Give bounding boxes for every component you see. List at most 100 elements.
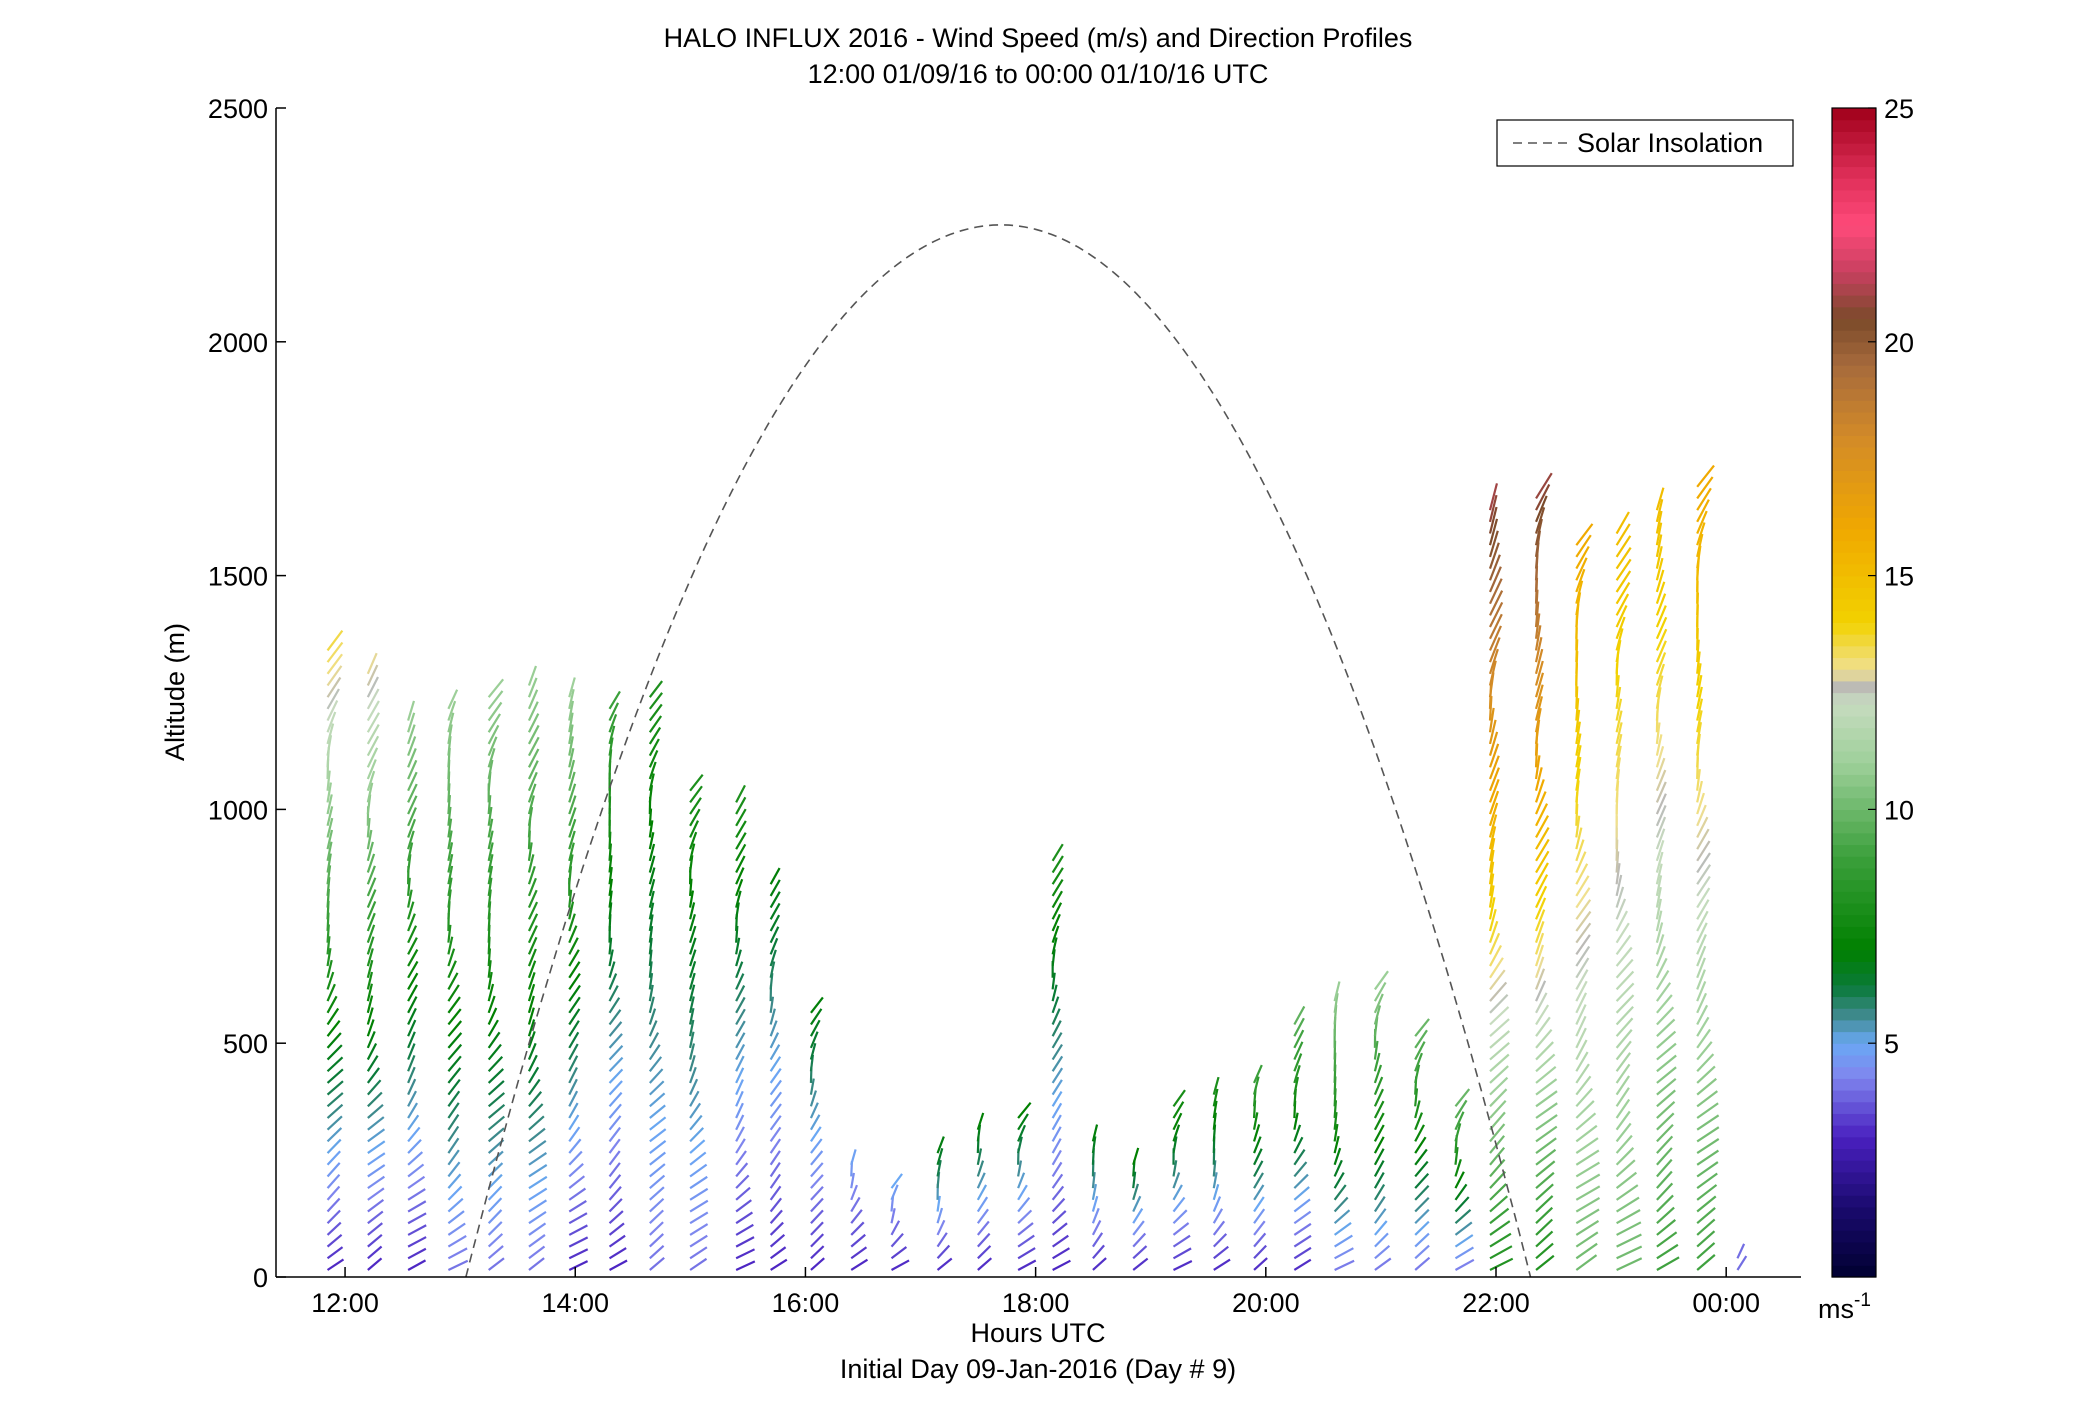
- wind-barb: [1615, 628, 1624, 651]
- wind-barb: [1615, 675, 1620, 698]
- wind-barb: [1414, 1112, 1424, 1131]
- wind-barb: [769, 1221, 784, 1236]
- wind-barb: [648, 1056, 663, 1072]
- wind-barb: [1615, 722, 1623, 745]
- wind-barb: [366, 889, 377, 909]
- wind-barb: [326, 629, 344, 652]
- wind-barb: [366, 959, 374, 979]
- wind-barb: [527, 713, 540, 733]
- wind-barb: [1535, 874, 1549, 897]
- wind-barb: [1616, 1209, 1641, 1225]
- wind-barb: [648, 961, 653, 978]
- wind-barb: [1656, 1219, 1676, 1236]
- wind-barb: [1696, 780, 1703, 803]
- wind-barb: [1575, 1149, 1600, 1166]
- colorbar-swatch: [1832, 341, 1876, 355]
- wind-barb: [528, 1103, 544, 1119]
- wind-barb: [1454, 1171, 1465, 1189]
- colorbar-swatch: [1832, 973, 1876, 986]
- wind-barb: [367, 1257, 383, 1271]
- wind-barb: [1655, 898, 1662, 920]
- wind-barb: [1655, 510, 1663, 534]
- wind-barb: [735, 1248, 756, 1260]
- wind-barb: [1017, 1102, 1032, 1119]
- wind-barb: [1575, 1242, 1598, 1260]
- wind-barb: [648, 726, 662, 745]
- colorbar-swatch: [1832, 902, 1876, 916]
- wind-barb: [447, 1055, 462, 1072]
- x-tick-label: 22:00: [1462, 1288, 1530, 1318]
- wind-barb: [1414, 1172, 1430, 1189]
- wind-barb: [608, 1021, 623, 1037]
- wind-barb: [1655, 628, 1668, 651]
- wind-barb: [810, 1197, 824, 1213]
- wind-barb: [608, 1103, 622, 1119]
- wind-barb: [407, 984, 418, 1002]
- y-tick-label: 2000: [208, 328, 268, 358]
- wind-barb: [1017, 1209, 1033, 1225]
- wind-barb: [1655, 663, 1665, 686]
- wind-barb: [769, 1020, 778, 1037]
- wind-barb: [487, 1197, 503, 1213]
- wind-barb: [487, 1043, 502, 1061]
- wind-barb: [528, 1210, 547, 1225]
- wind-barb: [527, 936, 538, 955]
- wind-barb: [1615, 1052, 1632, 1072]
- wind-barb: [1293, 1149, 1306, 1166]
- wind-barb: [769, 1103, 782, 1119]
- wind-barb: [1454, 1234, 1474, 1248]
- colorbar-swatch: [1832, 1066, 1876, 1079]
- wind-barb: [407, 960, 419, 979]
- colorbar-swatch: [1832, 213, 1876, 226]
- wind-barb: [1454, 1246, 1474, 1260]
- wind-barb: [1488, 790, 1500, 815]
- wind-barb: [649, 1068, 664, 1084]
- colorbar-swatch: [1832, 622, 1876, 635]
- wind-barb: [528, 1139, 547, 1154]
- wind-barb: [1615, 639, 1622, 663]
- wind-barb: [527, 877, 537, 897]
- wind-barb: [1212, 1100, 1218, 1119]
- wind-barb: [1374, 1245, 1391, 1260]
- colorbar-swatch: [1832, 786, 1876, 799]
- colorbar-swatch: [1832, 423, 1876, 436]
- wind-barb: [1293, 1186, 1310, 1201]
- wind-barb: [1696, 934, 1707, 955]
- wind-barb: [1414, 1220, 1430, 1236]
- wind-barb: [1534, 672, 1545, 698]
- wind-barb: [407, 1259, 427, 1271]
- wind-barb: [1333, 1123, 1339, 1142]
- wind-barb: [1656, 1243, 1679, 1260]
- wind-barb: [1696, 957, 1706, 979]
- wind-barb: [407, 748, 417, 768]
- wind-barb: [528, 1066, 540, 1084]
- wind-barb: [890, 1246, 908, 1260]
- wind-barb: [407, 1200, 427, 1213]
- wind-barb: [809, 1090, 817, 1107]
- colorbar-swatch: [1832, 166, 1876, 179]
- wind-barb: [447, 865, 454, 885]
- wind-barb: [1535, 827, 1550, 850]
- wind-barb: [1373, 1148, 1385, 1166]
- wind-barb: [568, 795, 577, 815]
- wind-barb: [648, 820, 654, 838]
- wind-barb: [1615, 898, 1627, 920]
- wind-barb: [1535, 838, 1550, 862]
- wind-barb: [810, 1008, 823, 1026]
- wind-barb: [1696, 992, 1708, 1014]
- wind-barb: [1615, 994, 1635, 1014]
- solar-insolation-curve: [465, 224, 1532, 1277]
- wind-barb: [487, 747, 496, 768]
- wind-barb: [1534, 707, 1542, 733]
- wind-barb: [850, 1246, 868, 1260]
- wind-barb: [1488, 483, 1499, 511]
- wind-barb: [1293, 1029, 1305, 1049]
- wind-barb: [1575, 851, 1587, 873]
- colorbar-swatch: [1832, 330, 1876, 343]
- wind-barb: [1373, 1005, 1382, 1025]
- wind-barb: [1488, 802, 1499, 827]
- wind-barb: [447, 924, 452, 943]
- wind-barb: [1051, 1138, 1062, 1154]
- wind-barb: [649, 1186, 665, 1201]
- wind-barb: [1489, 1076, 1509, 1096]
